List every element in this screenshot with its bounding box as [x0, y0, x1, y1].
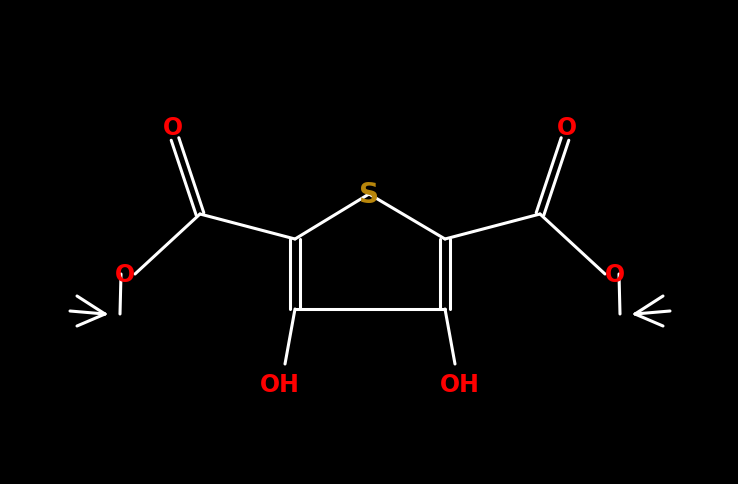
Text: O: O [605, 262, 625, 287]
Text: OH: OH [260, 372, 300, 396]
Text: OH: OH [440, 372, 480, 396]
Text: O: O [557, 116, 577, 140]
Text: O: O [163, 116, 183, 140]
Text: O: O [115, 262, 135, 287]
Text: S: S [359, 181, 379, 209]
